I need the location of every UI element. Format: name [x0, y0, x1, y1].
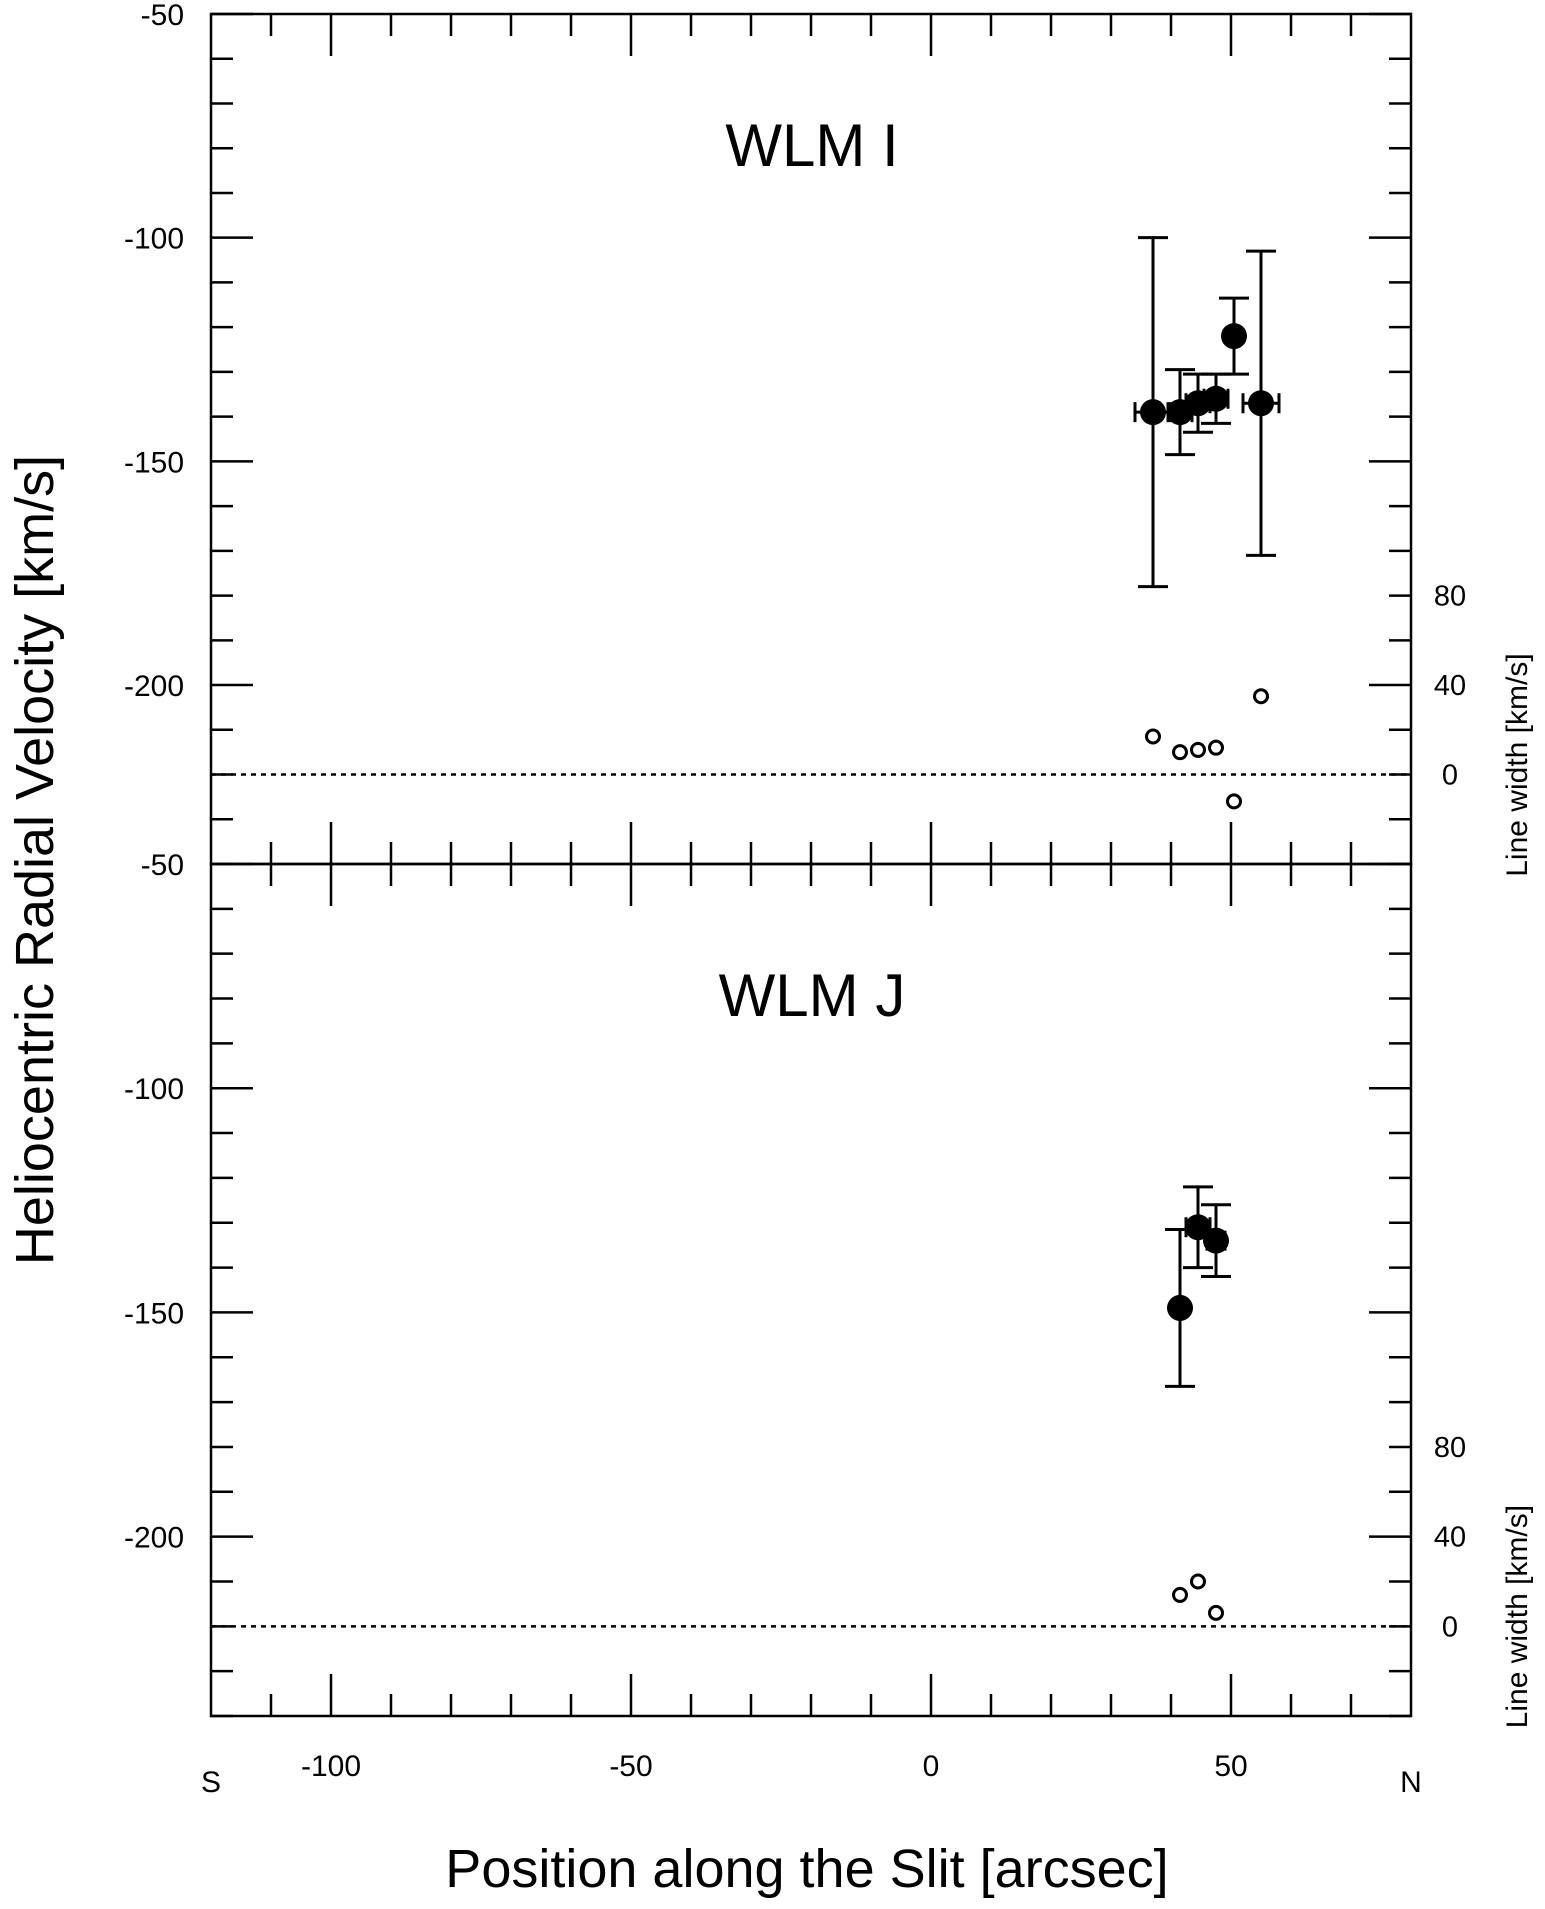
- velocity-marker: [1248, 390, 1274, 417]
- velocity-point: [1201, 372, 1231, 425]
- y-tick-label: -100: [124, 1073, 184, 1106]
- right-tick-label: 80: [1434, 581, 1466, 613]
- y-tick-label: -150: [124, 446, 184, 479]
- right-tick-label: 40: [1434, 670, 1466, 702]
- x-axis-title: Position along the Slit [arcsec]: [445, 1839, 1168, 1899]
- velocity-marker: [1203, 1227, 1229, 1254]
- line-width-marker: [1145, 728, 1161, 745]
- velocity-marker: [1140, 399, 1166, 426]
- velocity-point: [1219, 296, 1249, 376]
- right-tick-label: 0: [1442, 1611, 1458, 1643]
- y-tick-label: -50: [141, 0, 184, 32]
- line-width-marker: [1226, 793, 1242, 810]
- line-width-marker: [1208, 739, 1224, 756]
- line-width-marker: [1172, 1586, 1188, 1603]
- right-tick-label: 40: [1434, 1522, 1466, 1554]
- x-tick-label: 0: [923, 1750, 940, 1783]
- velocity-point: [1133, 236, 1173, 589]
- panel-title: WLM J: [719, 962, 906, 1029]
- x-tick-label: -100: [301, 1750, 361, 1783]
- velocity-point: [1183, 1185, 1213, 1270]
- right-tick-label: 0: [1442, 760, 1458, 792]
- panel-1: -50 -100 -150 -200 WLM I 0 40 80 Line width [km/…: [124, 0, 1534, 877]
- panels-layer: -50 -100 -150 -200 WLM I 0 40 80 Line width [km/…: [124, 0, 1534, 1783]
- velocity-point: [1241, 249, 1281, 557]
- y-tick-label: -200: [124, 670, 184, 703]
- y-tick-label: -150: [124, 1297, 184, 1330]
- right-axis-title: Line width [km/s]: [1501, 1505, 1534, 1728]
- x-tick-label: -50: [609, 1750, 652, 1783]
- velocity-point: [1201, 1203, 1231, 1279]
- y-tick-label: -100: [124, 223, 184, 256]
- velocity-point: [1165, 1227, 1195, 1388]
- line-width-marker: [1190, 741, 1206, 758]
- right-tick-label: 80: [1434, 1432, 1466, 1464]
- x-tick-label: 50: [1214, 1750, 1247, 1783]
- panel-title: WLM I: [725, 112, 898, 179]
- y-tick-label: -200: [124, 1522, 184, 1555]
- y-axis-title: Heliocentric Radial Velocity [km/s]: [5, 455, 65, 1265]
- x-axis-end-label: N: [1400, 1766, 1422, 1799]
- x-axis-start-label: S: [201, 1766, 221, 1799]
- y-tick-label: -50: [141, 849, 184, 882]
- line-width-marker: [1208, 1604, 1224, 1621]
- line-width-marker: [1190, 1573, 1206, 1590]
- panel-2: -50 -100 -150 -200 WLM J 0 40 80 Line width [km/…: [124, 849, 1534, 1728]
- velocity-marker: [1185, 1214, 1211, 1241]
- line-width-marker: [1253, 688, 1269, 705]
- velocity-point: [1183, 372, 1213, 434]
- velocity-marker: [1221, 323, 1247, 350]
- right-axis-title: Line width [km/s]: [1501, 653, 1534, 876]
- velocity-marker: [1203, 385, 1229, 412]
- velocity-marker: [1167, 1294, 1193, 1321]
- line-width-marker: [1172, 744, 1188, 761]
